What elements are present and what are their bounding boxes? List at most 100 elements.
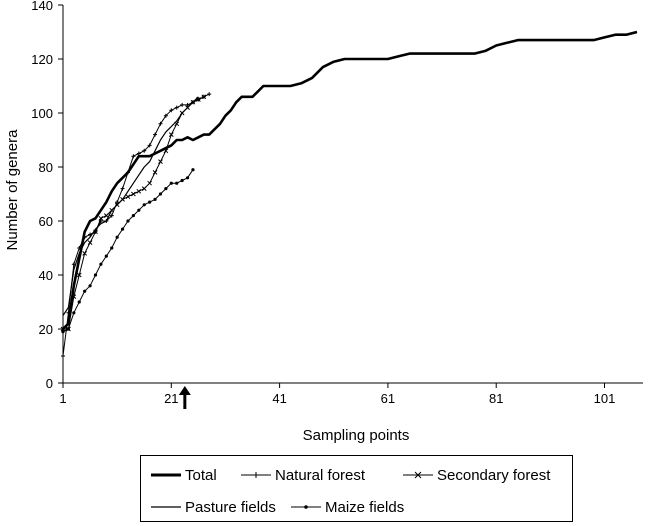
y-tick-label: 0 [46, 376, 53, 391]
y-tick-label: 60 [39, 214, 53, 229]
legend-label-secondary-forest: Secondary forest [437, 466, 551, 484]
data-point [125, 194, 131, 200]
data-point [125, 170, 130, 175]
data-point [71, 294, 77, 299]
series-line-maize-fields [62, 169, 194, 333]
data-point [77, 300, 81, 304]
legend-label-total: Total [185, 466, 217, 484]
x-axis-title: Sampling points [303, 427, 410, 444]
series-line-total [62, 30, 638, 330]
data-point [152, 170, 158, 175]
data-point [104, 254, 108, 258]
data-point [153, 197, 157, 201]
data-point [136, 188, 142, 194]
x-tick-label: 41 [272, 391, 286, 406]
x-tick-label: 1 [59, 391, 66, 406]
data-point [153, 132, 158, 137]
arrow-annotation [178, 386, 191, 409]
data-point [142, 148, 147, 153]
legend-item-total: Total [151, 464, 217, 486]
data-point [115, 235, 119, 239]
legend-item-natural-forest: Natural forest [241, 464, 365, 486]
data-point [115, 200, 120, 205]
series-total [62, 30, 638, 330]
data-point [66, 327, 71, 331]
data-point [207, 92, 212, 97]
series-natural-forest [61, 92, 212, 358]
chart: 0 20 40 60 80 100 120 140 1 21 41 61 81 101 Sampling … [4, 0, 643, 444]
data-point [147, 143, 152, 148]
data-point [201, 94, 207, 100]
data-point [72, 311, 76, 315]
data-point [87, 240, 93, 245]
data-point [158, 192, 163, 196]
x-tick-label: 81 [489, 391, 503, 406]
legend-label-natural-forest: Natural forest [275, 466, 366, 484]
data-point [185, 102, 190, 107]
series-layer [60, 30, 638, 358]
y-tick-label: 100 [31, 106, 53, 121]
x-tick-label: 21 [164, 391, 178, 406]
y-tick-label: 20 [39, 322, 53, 337]
data-point [175, 181, 179, 185]
arrow-head [178, 386, 191, 395]
legend-swatch-secondary-forest [403, 471, 433, 479]
data-point [191, 168, 195, 172]
data-point [110, 246, 114, 250]
legend: Total Natural forest Secondary forest Pa… [140, 455, 573, 522]
series-line-secondary-forest [63, 96, 205, 330]
data-point [126, 219, 130, 223]
y-tick-label: 80 [39, 160, 53, 175]
data-point [147, 180, 152, 186]
data-point [137, 208, 141, 212]
series-line-natural-forest [62, 93, 210, 357]
data-point [99, 262, 103, 266]
data-point [83, 289, 87, 293]
data-point [163, 148, 169, 154]
series-line-pasture-fields [62, 96, 199, 316]
data-point [164, 187, 168, 191]
data-point [180, 178, 184, 183]
data-point [141, 186, 147, 191]
data-point [180, 102, 185, 107]
data-point [163, 113, 168, 118]
data-point [93, 273, 98, 277]
legend-label-pasture-fields: Pasture fields [185, 498, 276, 516]
y-tick-label: 40 [39, 268, 53, 283]
data-point [82, 251, 88, 256]
data-point [76, 272, 82, 278]
data-point [136, 151, 141, 156]
data-point [131, 191, 136, 197]
data-point [131, 154, 136, 159]
legend-swatch-total [151, 473, 181, 477]
data-point [66, 310, 71, 315]
legend-item-secondary-forest: Secondary forest [403, 464, 550, 486]
data-point [174, 105, 179, 110]
data-point [88, 284, 92, 288]
data-point [120, 186, 125, 191]
data-point [77, 246, 82, 250]
legend-swatch-pasture-fields [151, 506, 181, 508]
data-point [142, 203, 146, 207]
y-tick-label: 140 [31, 0, 53, 13]
data-point [98, 215, 104, 221]
data-point [169, 108, 174, 113]
legend-swatch-maize-fields [291, 505, 321, 509]
legend-item-pasture-fields: Pasture fields [151, 496, 276, 518]
x-tick-label: 61 [381, 391, 395, 406]
series-pasture-fields [62, 96, 199, 316]
legend-item-maize-fields: Maize fields [291, 496, 404, 518]
legend-label-maize-fields: Maize fields [325, 498, 405, 516]
data-point [168, 132, 174, 137]
data-point [103, 213, 109, 218]
data-point [158, 121, 163, 126]
data-point [82, 235, 87, 240]
y-axis-title: Number of genera [4, 129, 21, 251]
data-point [131, 214, 135, 218]
series-maize-fields [61, 168, 195, 334]
data-point [169, 181, 173, 185]
data-point [109, 213, 114, 218]
legend-swatch-natural-forest [241, 472, 271, 478]
data-point [158, 159, 163, 164]
x-tick-label: 101 [594, 391, 616, 406]
